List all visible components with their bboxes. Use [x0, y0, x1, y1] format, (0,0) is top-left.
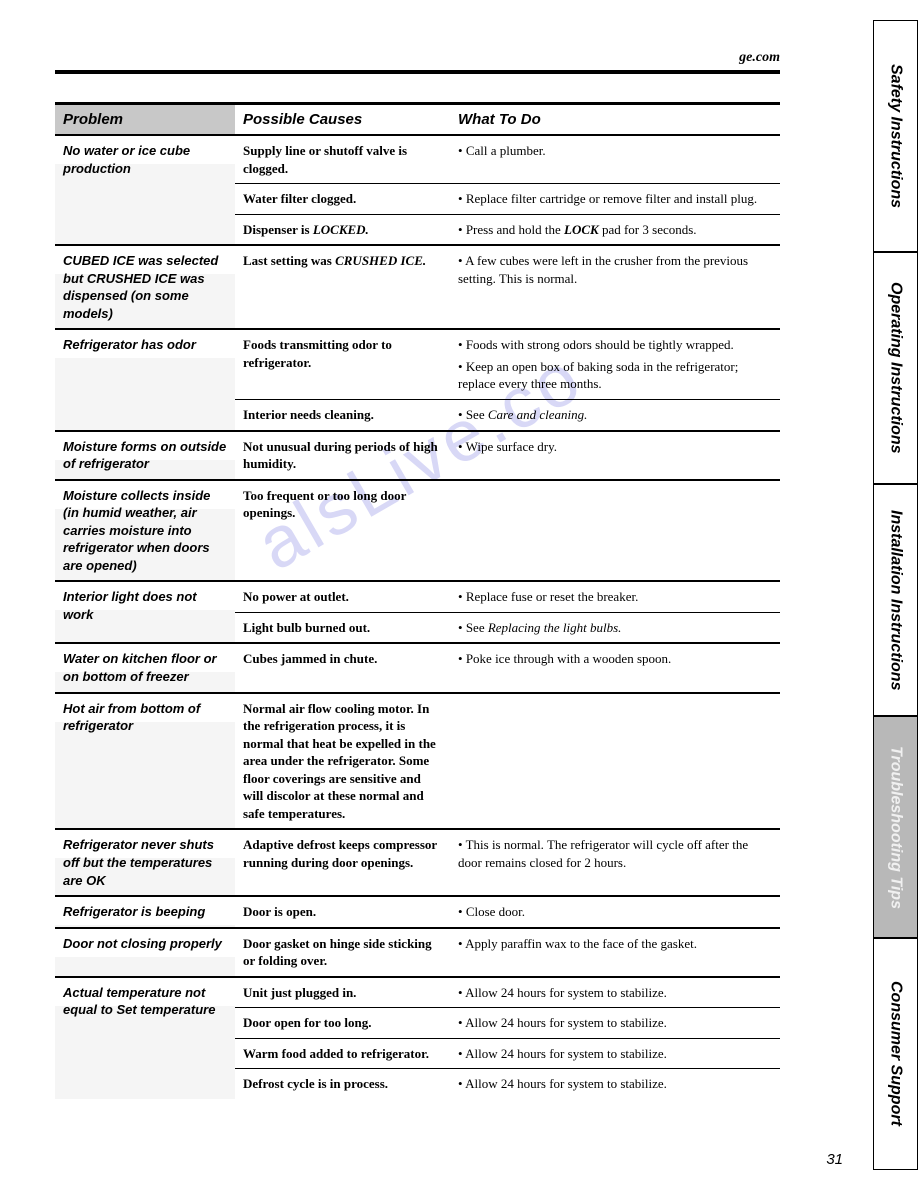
action-bullet: Poke ice through with a wooden spoon. — [458, 650, 772, 668]
cause-cell: Too frequent or too long door openings. — [235, 480, 450, 582]
action-bullet: Allow 24 hours for system to stabilize. — [458, 1075, 772, 1093]
side-tab[interactable]: Installation Instructions — [873, 484, 918, 716]
table-header-row: Problem Possible Causes What To Do — [55, 105, 780, 135]
action-bullet: Foods with strong odors should be tightl… — [458, 336, 772, 354]
action-cell: Poke ice through with a wooden spoon. — [450, 643, 780, 692]
table-row: Hot air from bottom of refrigeratorNorma… — [55, 693, 780, 830]
cause-cell: Supply line or shutoff valve is clogged. — [235, 135, 450, 184]
table-row: Refrigerator has odorFoods transmitting … — [55, 329, 780, 399]
problem-cell: Moisture collects inside (in humid weath… — [55, 480, 235, 582]
side-tab[interactable]: Consumer Support — [873, 938, 918, 1170]
table-row: Moisture forms on outside of refrigerato… — [55, 431, 780, 480]
action-bullet: Press and hold the LOCK pad for 3 second… — [458, 221, 772, 239]
col-header-problem: Problem — [55, 105, 235, 135]
side-tab[interactable]: Operating Instructions — [873, 252, 918, 484]
action-bullet: Close door. — [458, 903, 772, 921]
action-cell: Wipe surface dry. — [450, 431, 780, 480]
action-cell — [450, 480, 780, 582]
action-bullet: See Care and cleaning. — [458, 406, 772, 424]
cause-cell: Defrost cycle is in process. — [235, 1069, 450, 1099]
cause-cell: Adaptive defrost keeps compressor runnin… — [235, 829, 450, 896]
cause-cell: Interior needs cleaning. — [235, 400, 450, 431]
side-tab[interactable]: Safety Instructions — [873, 20, 918, 252]
cause-cell: Last setting was CRUSHED ICE. — [235, 245, 450, 329]
troubleshooting-table: Problem Possible Causes What To Do No wa… — [55, 105, 780, 1099]
action-cell: See Care and cleaning. — [450, 400, 780, 431]
cause-cell: Door open for too long. — [235, 1008, 450, 1039]
problem-cell: Refrigerator is beeping — [55, 896, 235, 928]
action-cell: A few cubes were left in the crusher fro… — [450, 245, 780, 329]
cause-cell: Dispenser is LOCKED. — [235, 214, 450, 245]
cause-cell: No power at outlet. — [235, 581, 450, 612]
problem-cell: Refrigerator has odor — [55, 329, 235, 430]
action-cell: Replace fuse or reset the breaker. — [450, 581, 780, 612]
cause-cell: Unit just plugged in. — [235, 977, 450, 1008]
header-site-link: ge.com — [55, 50, 780, 66]
action-cell: Replace filter cartridge or remove filte… — [450, 184, 780, 215]
action-cell: Call a plumber. — [450, 135, 780, 184]
action-cell: Allow 24 hours for system to stabilize. — [450, 1008, 780, 1039]
table-row: Refrigerator never shuts off but the tem… — [55, 829, 780, 896]
cause-cell: Light bulb burned out. — [235, 612, 450, 643]
action-bullet: Allow 24 hours for system to stabilize. — [458, 984, 772, 1002]
problem-cell: CUBED ICE was selected but CRUSHED ICE w… — [55, 245, 235, 329]
action-cell: Allow 24 hours for system to stabilize. — [450, 1038, 780, 1069]
table-row: Door not closing properlyDoor gasket on … — [55, 928, 780, 977]
action-cell: Allow 24 hours for system to stabilize. — [450, 1069, 780, 1099]
cause-cell: Warm food added to refrigerator. — [235, 1038, 450, 1069]
action-bullet: Call a plumber. — [458, 142, 772, 160]
side-tabs: Safety InstructionsOperating Instruction… — [873, 20, 918, 1170]
action-bullet: This is normal. The refrigerator will cy… — [458, 836, 772, 871]
col-header-action: What To Do — [450, 105, 780, 135]
col-header-causes: Possible Causes — [235, 105, 450, 135]
cause-cell: Normal air flow cooling motor. In the re… — [235, 693, 450, 830]
problem-cell: No water or ice cube production — [55, 135, 235, 245]
action-bullet: Allow 24 hours for system to stabilize. — [458, 1045, 772, 1063]
cause-cell: Foods transmitting odor to refrigerator. — [235, 329, 450, 399]
cause-cell: Cubes jammed in chute. — [235, 643, 450, 692]
action-bullet: A few cubes were left in the crusher fro… — [458, 252, 772, 287]
action-bullet: Replace fuse or reset the breaker. — [458, 588, 772, 606]
problem-cell: Refrigerator never shuts off but the tem… — [55, 829, 235, 896]
page-content: ge.com Problem Possible Causes What To D… — [0, 0, 855, 1139]
problem-cell: Hot air from bottom of refrigerator — [55, 693, 235, 830]
problem-cell: Water on kitchen floor or on bottom of f… — [55, 643, 235, 692]
action-cell: Press and hold the LOCK pad for 3 second… — [450, 214, 780, 245]
action-cell: Apply paraffin wax to the face of the ga… — [450, 928, 780, 977]
action-bullet: Wipe surface dry. — [458, 438, 772, 456]
action-bullet: Replace filter cartridge or remove filte… — [458, 190, 772, 208]
cause-cell: Door is open. — [235, 896, 450, 928]
table-row: Actual temperature not equal to Set temp… — [55, 977, 780, 1008]
action-cell: Allow 24 hours for system to stabilize. — [450, 977, 780, 1008]
action-bullet: Keep an open box of baking soda in the r… — [458, 358, 772, 393]
table-row: Moisture collects inside (in humid weath… — [55, 480, 780, 582]
cause-cell: Water filter clogged. — [235, 184, 450, 215]
header-rule — [55, 70, 780, 74]
action-bullet: See Replacing the light bulbs. — [458, 619, 772, 637]
action-cell: See Replacing the light bulbs. — [450, 612, 780, 643]
action-cell: Close door. — [450, 896, 780, 928]
action-bullet: Apply paraffin wax to the face of the ga… — [458, 935, 772, 953]
table-row: Refrigerator is beepingDoor is open. Clos… — [55, 896, 780, 928]
problem-cell: Door not closing properly — [55, 928, 235, 977]
problem-cell: Moisture forms on outside of refrigerato… — [55, 431, 235, 480]
table-row: No water or ice cube productionSupply li… — [55, 135, 780, 184]
problem-cell: Interior light does not work — [55, 581, 235, 643]
table-row: Water on kitchen floor or on bottom of f… — [55, 643, 780, 692]
table-row: Interior light does not workNo power at … — [55, 581, 780, 612]
action-bullet: Allow 24 hours for system to stabilize. — [458, 1014, 772, 1032]
cause-cell: Not unusual during periods of high humid… — [235, 431, 450, 480]
cause-cell: Door gasket on hinge side sticking or fo… — [235, 928, 450, 977]
page-number: 31 — [826, 1151, 843, 1168]
problem-cell: Actual temperature not equal to Set temp… — [55, 977, 235, 1099]
side-tab[interactable]: Troubleshooting Tips — [873, 716, 918, 938]
action-cell — [450, 693, 780, 830]
table-row: CUBED ICE was selected but CRUSHED ICE w… — [55, 245, 780, 329]
action-cell: Foods with strong odors should be tightl… — [450, 329, 780, 399]
action-cell: This is normal. The refrigerator will cy… — [450, 829, 780, 896]
